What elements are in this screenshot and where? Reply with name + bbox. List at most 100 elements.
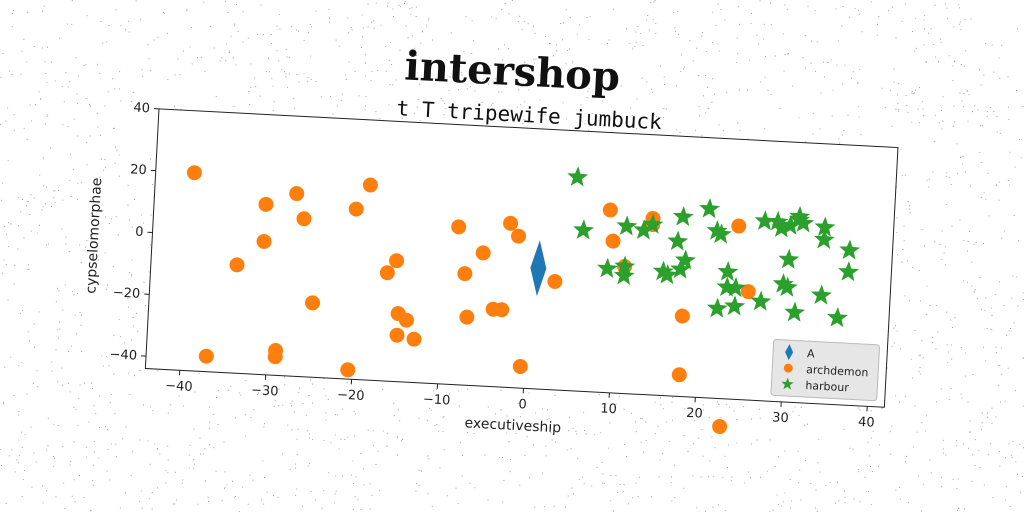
data-point-archdemon (267, 349, 283, 365)
x-tick-label: 10 (600, 401, 617, 417)
y-axis-ticks: −40 −20 0 20 40 (109, 101, 160, 364)
data-point-archdemon (459, 309, 475, 325)
data-point-archdemon (547, 273, 563, 289)
x-tick-label: −40 (165, 379, 193, 395)
data-point-archdemon (362, 177, 378, 193)
x-tick-label: 20 (686, 406, 703, 422)
data-point-archdemon (289, 186, 305, 202)
data-point-archdemon (475, 245, 491, 261)
data-point-archdemon (671, 367, 687, 383)
data-point-harbour (616, 215, 638, 236)
data-point-harbour (838, 261, 859, 282)
data-point-archdemon (712, 418, 728, 434)
data-point-archdemon (674, 308, 690, 324)
legend-label: archdemon (806, 363, 869, 379)
data-point-archdemon (389, 327, 405, 343)
data-point-harbour (706, 297, 728, 318)
data-point-archdemon (503, 215, 519, 231)
x-tick-label: 40 (858, 415, 875, 431)
data-point-harbour (672, 205, 694, 227)
data-point-archdemon (605, 233, 621, 249)
data-point-harbour (772, 273, 794, 294)
data-point-archdemon (389, 253, 405, 269)
data-point-archdemon (602, 202, 618, 218)
legend-box (770, 339, 880, 402)
data-point-archdemon (494, 302, 510, 318)
data-point-harbour (724, 295, 746, 316)
x-axis-ticks: −40 −30 −20 −10 0 10 20 30 40 (165, 370, 875, 431)
x-tick-label: 0 (518, 397, 527, 412)
data-point-archdemon (406, 331, 422, 347)
data-point-archdemon (451, 219, 467, 235)
data-point-harbour (778, 248, 800, 269)
data-point-harbour (767, 210, 789, 232)
data-point-harbour (789, 205, 811, 227)
data-point-harbour (717, 260, 739, 282)
data-point-archdemon (258, 196, 274, 212)
y-tick-label: −40 (109, 347, 137, 363)
legend-label: harbour (805, 379, 850, 394)
data-point-harbour (776, 276, 798, 297)
x-tick-label: −10 (423, 392, 451, 408)
plot-area (144, 108, 899, 408)
data-point-A (530, 240, 547, 297)
data-point-harbour (725, 276, 747, 298)
data-point-harbour (699, 198, 721, 219)
data-point-harbour (652, 260, 674, 281)
y-tick-label: 40 (133, 101, 150, 117)
y-tick-label: 0 (135, 225, 144, 240)
data-point-harbour (573, 219, 595, 240)
data-point-harbour (642, 213, 664, 234)
data-point-archdemon (398, 312, 414, 328)
data-point-archdemon (305, 295, 321, 311)
data-point-archdemon (340, 362, 356, 378)
y-tick-label: −20 (112, 285, 140, 301)
data-point-harbour (674, 249, 696, 270)
data-point-archdemon (740, 284, 756, 300)
data-point-harbour (633, 219, 655, 240)
y-axis-label: cypselomorphae (83, 177, 105, 294)
data-point-harbour (814, 216, 836, 237)
data-point-archdemon (731, 218, 747, 234)
data-point-archdemon (379, 265, 395, 281)
data-point-harbour (839, 239, 861, 260)
data-point-archdemon (186, 165, 202, 181)
data-point-archdemon (512, 358, 528, 374)
x-tick-label: −30 (251, 383, 279, 399)
data-point-harbour (597, 257, 618, 278)
data-point-harbour (793, 212, 815, 233)
data-point-archdemon (296, 211, 312, 227)
data-point-harbour (813, 228, 835, 250)
data-point-harbour (657, 263, 678, 285)
y-tick-label: 20 (130, 162, 147, 178)
data-point-harbour (780, 214, 802, 235)
data-point-archdemon (511, 228, 527, 244)
x-axis-label: executiveship (464, 415, 561, 436)
data-point-archdemon (229, 257, 245, 273)
x-tick-label: 30 (772, 410, 789, 426)
data-point-harbour (716, 276, 738, 297)
x-tick-label: −20 (337, 388, 365, 404)
data-point-harbour (667, 230, 689, 251)
data-point-archdemon (348, 201, 364, 217)
legend-label: A (807, 347, 816, 360)
data-point-harbour (771, 217, 793, 238)
data-point-harbour (811, 284, 832, 305)
data-point-harbour (710, 223, 732, 244)
data-point-archdemon (457, 266, 473, 282)
data-marks (186, 165, 861, 434)
data-point-harbour (567, 166, 589, 187)
data-point-harbour (754, 210, 776, 231)
data-point-harbour (613, 264, 635, 286)
data-point-harbour (827, 306, 848, 328)
data-point-harbour (670, 258, 692, 279)
data-point-harbour (750, 290, 772, 311)
legend-marker-A (785, 344, 794, 361)
data-point-archdemon (198, 348, 214, 364)
data-point-harbour (706, 220, 728, 241)
legend-marker-harbour (781, 377, 794, 390)
data-point-harbour (784, 301, 806, 322)
data-point-archdemon (256, 233, 272, 249)
